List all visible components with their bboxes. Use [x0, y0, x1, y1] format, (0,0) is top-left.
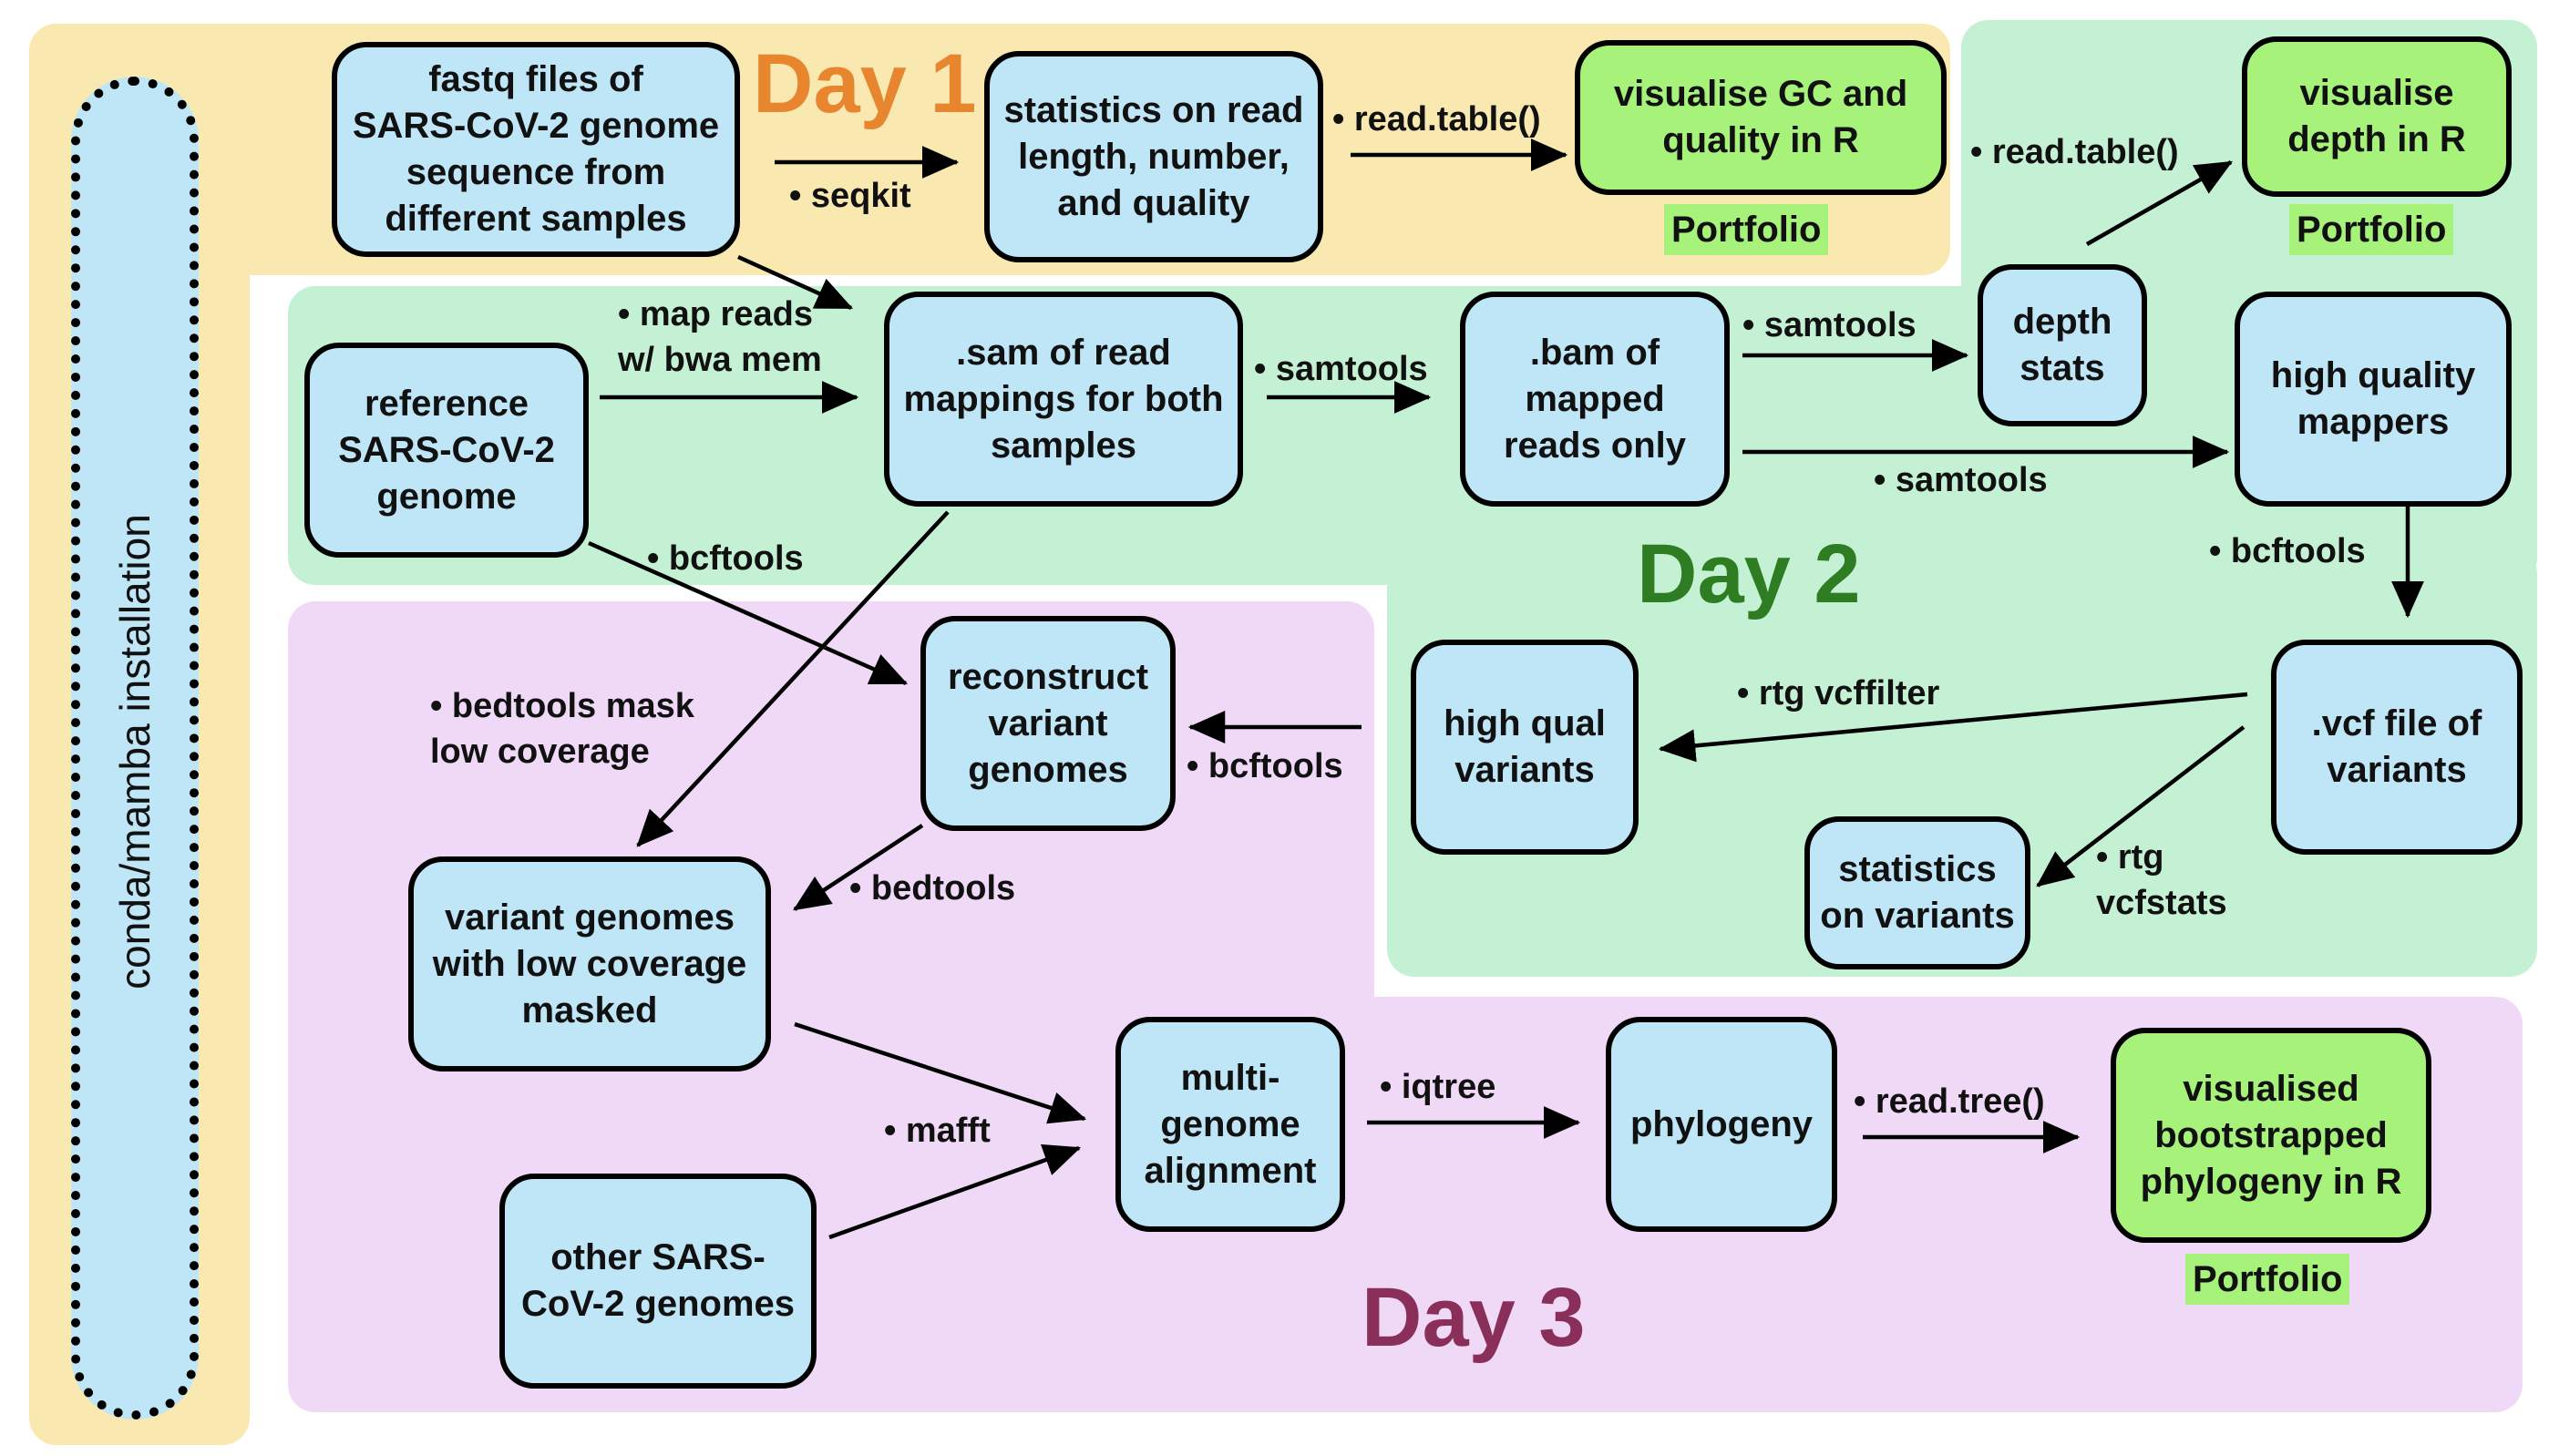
- arrow-other-to-msa: [828, 1143, 1082, 1240]
- arrow-fastq-to-sam: [737, 254, 854, 311]
- day1-label: Day 1: [753, 37, 977, 130]
- node-fastq-files: fastq files of SARS-CoV-2 genome sequenc…: [332, 42, 740, 257]
- label-mafft: • mafft: [884, 1112, 991, 1150]
- label-read-tree: • read.tree(): [1854, 1082, 2045, 1121]
- node-masked-genomes: variant genomes with low coverage masked: [408, 856, 771, 1071]
- label-bedtools-mask: • bedtools mask low coverage: [430, 687, 694, 771]
- node-high-quality-mappers: high quality mappers: [2235, 292, 2512, 507]
- label-read-table-2: • read.table(): [1970, 133, 2179, 171]
- node-vcf-variants: .vcf file of variants: [2271, 640, 2523, 855]
- arrow-reconstruct-to-masked: [793, 824, 924, 911]
- node-high-qual-variants: high qual variants: [1411, 640, 1639, 855]
- install-box: [71, 77, 199, 1420]
- node-reference-genome: reference SARS-CoV-2 genome: [304, 343, 589, 558]
- label-read-table-1: • read.table(): [1332, 100, 1541, 138]
- node-sam-mappings: .sam of read mappings for both samples: [884, 292, 1243, 507]
- portfolio-badge-1: Portfolio: [1664, 204, 1829, 255]
- node-reconstruct-genomes: reconstruct variant genomes: [920, 616, 1176, 831]
- label-samtools-3: • samtools: [1874, 461, 2048, 499]
- label-samtools-2: • samtools: [1742, 306, 1917, 344]
- day3-label: Day 3: [1362, 1271, 1586, 1364]
- label-rtg-vcffilter: • rtg vcffilter: [1737, 674, 1940, 713]
- node-bam-mapped: .bam of mapped reads only: [1460, 292, 1730, 507]
- label-seqkit: • seqkit: [789, 177, 911, 215]
- node-visualise-depth: visualise depth in R: [2242, 36, 2512, 197]
- arrow-ref-to-reconstruct: [588, 540, 909, 686]
- node-multi-genome-alignment: multi- genome alignment: [1115, 1017, 1345, 1232]
- node-visualised-phylogeny: visualised bootstrapped phylogeny in R: [2111, 1028, 2431, 1243]
- label-bcftools-2: • bcftools: [2209, 532, 2366, 570]
- portfolio-badge-3: Portfolio: [2185, 1254, 2350, 1305]
- label-bedtools: • bedtools: [849, 869, 1016, 907]
- node-variant-statistics: statistics on variants: [1804, 816, 2030, 969]
- portfolio-badge-2: Portfolio: [2289, 204, 2454, 255]
- node-read-statistics: statistics on read length, number, and q…: [984, 51, 1323, 262]
- arrow-vcf-to-variant-stats: [2036, 725, 2246, 887]
- label-iqtree: • iqtree: [1380, 1068, 1496, 1106]
- node-visualise-gc: visualise GC and quality in R: [1575, 40, 1947, 195]
- arrow-vcf-to-hq-variants: [1658, 692, 2248, 763]
- label-bcftools-3: • bcftools: [1187, 747, 1343, 785]
- arrow-depth-to-visualise: [2085, 160, 2233, 246]
- label-samtools-1: • samtools: [1254, 350, 1428, 388]
- node-other-genomes: other SARS- CoV-2 genomes: [499, 1174, 817, 1389]
- node-depth-stats: depth stats: [1978, 264, 2147, 426]
- label-map-reads: • map reads w/ bwa mem: [618, 295, 822, 379]
- arrow-sam-to-masked: [636, 510, 950, 847]
- day2-label: Day 2: [1637, 528, 1861, 620]
- arrow-masked-to-msa: [794, 1021, 1087, 1124]
- node-phylogeny: phylogeny: [1606, 1017, 1837, 1232]
- label-rtg-vcfstats: • rtg vcfstats: [2096, 838, 2227, 922]
- label-bcftools-1: • bcftools: [647, 539, 804, 578]
